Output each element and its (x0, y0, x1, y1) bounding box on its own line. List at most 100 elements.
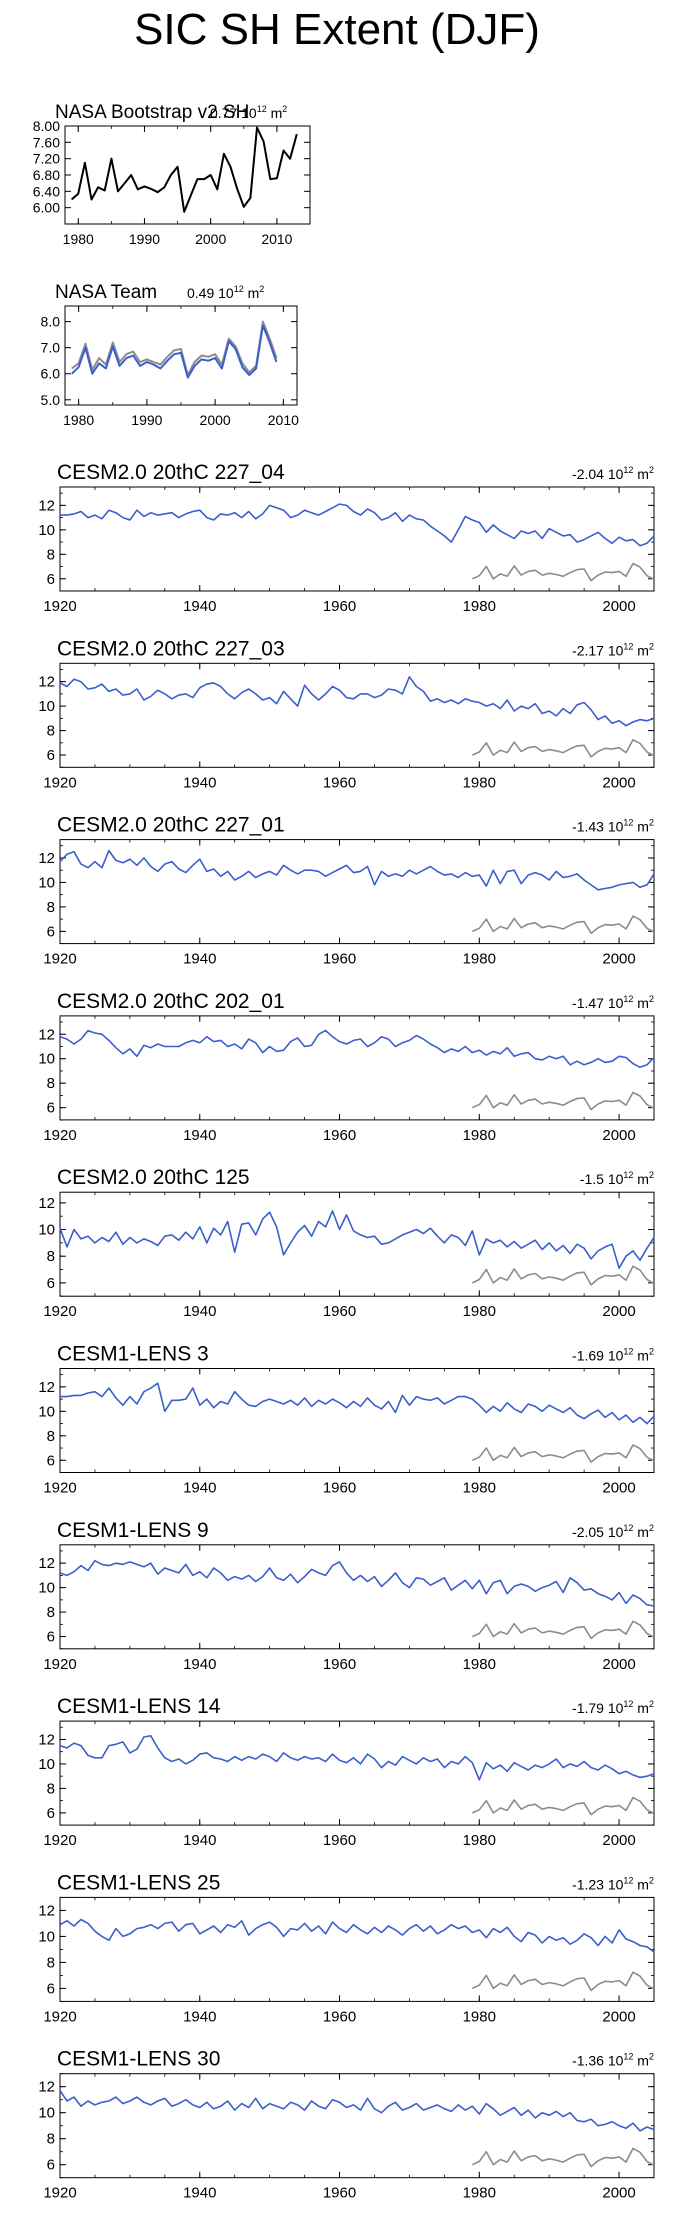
x-tick-label: 1940 (183, 1127, 216, 1144)
trend-value: 0.49 10 (187, 285, 234, 301)
x-tick-label: 2000 (200, 412, 231, 428)
y-tick-label: 8.0 (41, 314, 61, 330)
x-tick-label: 1960 (323, 1832, 356, 1849)
y-tick-label: 12 (38, 1902, 55, 1919)
plot-frame (59, 1191, 655, 1297)
x-tick-label: 1920 (43, 1832, 76, 1849)
series-line-series1 (71, 324, 278, 379)
x-tick-label: 1920 (43, 774, 76, 791)
x-tick-label: 1960 (323, 951, 356, 968)
trend-unit: m (267, 105, 283, 121)
trend-unit: m (633, 2053, 649, 2069)
x-tick-label: 1920 (43, 951, 76, 968)
x-tick-label: 1980 (463, 951, 496, 968)
y-tick-label: 10 (38, 1580, 55, 1597)
x-tick-label: 2010 (261, 231, 292, 247)
trend-unit-exponent: 2 (649, 994, 654, 1004)
y-tick-label: 6.80 (33, 167, 60, 183)
trend-value: -1.43 10 (572, 819, 624, 835)
trend-unit: m (633, 819, 649, 835)
x-tick-label: 1990 (131, 412, 162, 428)
y-tick-label: 10 (38, 1756, 55, 1773)
x-tick-label: 1980 (463, 1656, 496, 1673)
trend-annotation: -1.23 1012 m2 (572, 1875, 654, 1892)
x-tick-label: 1940 (183, 774, 216, 791)
panel-title: CESM1-LENS 25 (57, 1871, 220, 1894)
x-tick-label: 2000 (602, 1303, 635, 1320)
y-tick-label: 8 (47, 1075, 55, 1092)
panel-title: CESM1-LENS 30 (57, 2048, 220, 2071)
trend-exponent: 12 (623, 818, 633, 828)
trend-annotation: -1.43 1012 m2 (572, 818, 654, 835)
y-tick-label: 6 (47, 1100, 55, 1117)
chart-panel-4: CESM2.0 20thC 227_03 -2.17 1012 m26810121… (38, 637, 655, 791)
trend-unit: m (244, 285, 260, 301)
x-tick-label: 1960 (323, 1303, 356, 1320)
y-tick-label: 7.0 (41, 340, 61, 356)
y-tick-label: 10 (38, 874, 55, 891)
chart-panel-3: CESM2.0 20thC 227_04 -2.04 1012 m26810121… (38, 461, 655, 615)
x-tick-label: 2000 (602, 2185, 635, 2202)
trend-unit-exponent: 2 (649, 1170, 654, 1180)
trend-annotation: -1.79 1012 m2 (572, 1699, 654, 1716)
y-tick-label: 6 (47, 747, 55, 764)
trend-exponent: 12 (234, 284, 244, 294)
x-tick-label: 1960 (323, 598, 356, 615)
x-tick-label: 1980 (463, 1832, 496, 1849)
y-tick-label: 6 (47, 923, 55, 940)
x-tick-label: 1920 (43, 1127, 76, 1144)
series-line-obs (471, 1620, 655, 1640)
x-tick-label: 2000 (602, 1480, 635, 1497)
trend-value: -1.23 10 (572, 1876, 624, 1892)
x-tick-label: 1920 (43, 2185, 76, 2202)
panel-title: CESM2.0 20thC 227_01 (57, 814, 285, 837)
series-line-model (59, 849, 655, 891)
y-tick-label: 8 (47, 1954, 55, 1971)
x-tick-label: 2000 (195, 231, 226, 247)
trend-annotation: 0.77 1012 m2 (210, 104, 287, 121)
x-tick-label: 1980 (463, 1303, 496, 1320)
trend-value: -2.17 10 (572, 642, 624, 658)
series-line-obs (471, 1971, 655, 1992)
x-tick-label: 1980 (63, 412, 94, 428)
x-tick-label: 1980 (463, 1127, 496, 1144)
trend-exponent: 12 (623, 465, 633, 475)
panel-title: CESM1-LENS 14 (57, 1695, 221, 1718)
panel-title: CESM1-LENS 9 (57, 1519, 209, 1542)
y-tick-label: 12 (38, 1731, 55, 1748)
y-tick-label: 7.20 (33, 151, 60, 167)
y-tick-label: 8 (47, 899, 55, 916)
y-tick-label: 8 (47, 723, 55, 740)
series-line-model (59, 1559, 655, 1607)
plot-frame (59, 1544, 655, 1650)
y-tick-label: 8 (47, 1780, 55, 1797)
plot-frame (59, 2073, 655, 2179)
x-tick-label: 2000 (602, 774, 635, 791)
x-tick-label: 2000 (602, 2008, 635, 2025)
trend-unit: m (633, 1524, 649, 1540)
plot-frame (59, 1368, 655, 1473)
x-tick-label: 1960 (323, 2185, 356, 2202)
trend-unit-exponent: 2 (649, 1699, 654, 1709)
y-tick-label: 6 (47, 571, 55, 588)
trend-unit: m (633, 1876, 649, 1892)
series-line-obs (471, 738, 655, 758)
series-line-obs (471, 915, 655, 935)
trend-annotation: -1.47 1012 m2 (572, 994, 654, 1011)
y-tick-label: 12 (38, 850, 55, 867)
y-tick-label: 6.0 (41, 366, 61, 382)
trend-unit: m (633, 995, 649, 1011)
x-tick-label: 1990 (129, 231, 160, 247)
trend-value: -1.5 10 (580, 1171, 624, 1187)
series-line-model (59, 1029, 655, 1069)
y-tick-label: 8.00 (33, 118, 60, 134)
plot-frame (59, 1896, 655, 2002)
y-tick-label: 10 (38, 698, 55, 715)
chart-panel-5: CESM2.0 20thC 227_01 -1.43 1012 m2 6 8 10 12 1… (38, 814, 655, 968)
series-line-model (59, 1210, 655, 1269)
x-tick-label: 1980 (463, 2185, 496, 2202)
